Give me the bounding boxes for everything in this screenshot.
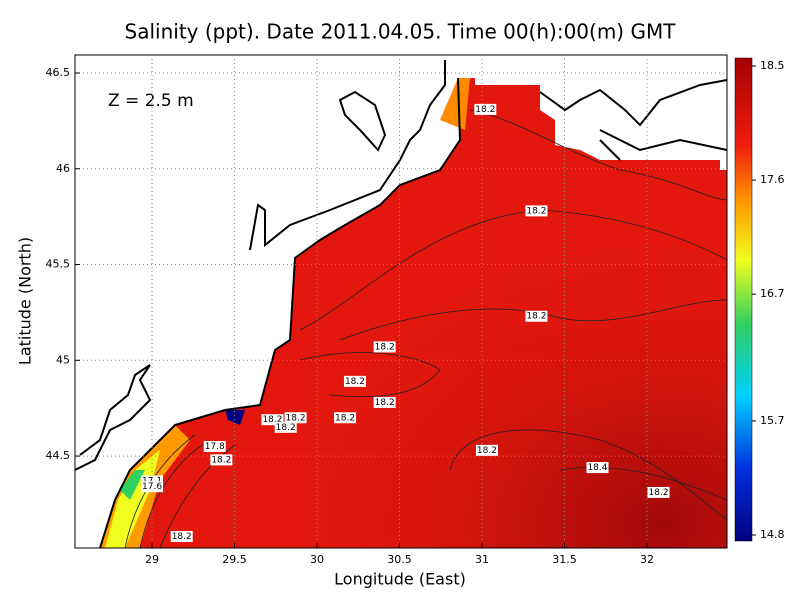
contour-label: 18.2 <box>284 412 307 424</box>
x-tick-label: 31.5 <box>552 553 577 566</box>
contour-label-text: 18.2 <box>335 413 355 423</box>
contour-label: 18.2 <box>525 205 548 217</box>
contour-label-box <box>525 205 548 217</box>
contour-label-text: 17.8 <box>205 442 225 452</box>
x-tick-label: 29.5 <box>222 553 247 566</box>
contour-label-box <box>284 412 307 424</box>
contour-label: 18.2 <box>373 341 396 353</box>
contour-label-box <box>203 440 226 452</box>
contour-label-text: 18.2 <box>211 455 231 465</box>
contour-label-box <box>343 375 366 387</box>
contour-label-box <box>141 481 164 493</box>
x-tick-label: 32 <box>640 553 654 566</box>
contour-label-box <box>210 454 233 466</box>
depth-label: Z = 2.5 m <box>108 91 194 111</box>
contour-label: 18.2 <box>474 103 497 115</box>
contour-label-text: 18.2 <box>262 415 282 425</box>
contour-label: 18.2 <box>475 444 498 456</box>
map-field <box>75 55 727 548</box>
y-tick-label: 46.5 <box>46 66 71 79</box>
contour-label-text: 18.2 <box>375 342 395 352</box>
contour-label: 18.2 <box>525 310 548 322</box>
contour-label: 18.2 <box>274 421 297 433</box>
contour-label-text: 18.2 <box>172 532 192 542</box>
colorbar-tick-label: 16.7 <box>760 287 785 300</box>
high-salinity-zone <box>75 55 727 548</box>
contour-label-text: 18.2 <box>345 377 365 387</box>
contour-label-text: 18.2 <box>526 206 546 216</box>
contour-label-text: 18.2 <box>526 312 546 322</box>
x-tick-label: 30.5 <box>387 553 412 566</box>
contour-label-text: 17.6 <box>142 482 162 492</box>
y-tick-label: 46 <box>56 162 70 175</box>
colorbar-tick-label: 14.8 <box>760 528 785 541</box>
y-tick-label: 45 <box>56 353 70 366</box>
low-salinity-zone <box>440 78 470 130</box>
contour-label-text: 18.2 <box>649 488 669 498</box>
colorbar-tick-label: 17.6 <box>760 173 785 186</box>
y-axis-label: Latitude (North) <box>16 237 35 365</box>
x-tick-label: 31 <box>475 553 489 566</box>
contour-label-box <box>647 486 670 498</box>
contour-label-box <box>525 310 548 322</box>
contour-label-box <box>334 412 357 424</box>
contour-label-box <box>141 475 164 487</box>
x-tick-label: 29 <box>145 553 159 566</box>
y-tick-label: 44.5 <box>46 449 71 462</box>
contour-label-box <box>586 462 609 474</box>
low-salinity-zone <box>105 450 160 548</box>
contour-label: 18.4 <box>586 462 609 474</box>
contour-label-text: 18.2 <box>477 446 497 456</box>
low-salinity-zone <box>225 410 245 425</box>
chart-title: Salinity (ppt). Date 2011.04.05. Time 00… <box>125 20 677 44</box>
contour-label: 18.2 <box>261 414 284 426</box>
contour-label-box <box>474 103 497 115</box>
contour-label-box <box>475 444 498 456</box>
contour-label-text: 18.2 <box>286 413 306 423</box>
plot-frame <box>74 54 728 549</box>
contour-label: 18.2 <box>334 412 357 424</box>
low-salinity-zone <box>120 470 145 500</box>
x-tick-label: 30 <box>310 553 324 566</box>
colorbar <box>734 57 753 542</box>
contour-label: 17.6 <box>141 481 164 493</box>
colorbar-tick-label: 15.7 <box>760 414 785 427</box>
contour-label-box <box>170 531 193 543</box>
contour-label-text: 18.2 <box>276 423 296 433</box>
contour-label-box <box>373 341 396 353</box>
contour-label-text: 18.2 <box>375 398 395 408</box>
contour-label: 18.2 <box>343 375 366 387</box>
contour-label: 18.2 <box>647 486 670 498</box>
x-axis-label: Longitude (East) <box>334 570 466 589</box>
contour-label: 18.2 <box>373 396 396 408</box>
contour-label: 17.8 <box>203 440 226 452</box>
contour-label: 18.2 <box>170 531 193 543</box>
contour-label-box <box>274 421 297 433</box>
y-tick-label: 45.5 <box>46 258 71 271</box>
contour-label: 18.2 <box>210 454 233 466</box>
contour-label-box <box>373 396 396 408</box>
contour-label-text: 18.2 <box>475 105 495 115</box>
contour-label-box <box>261 414 284 426</box>
colorbar-tick-label: 18.5 <box>760 59 785 72</box>
contour-label-text: 18.4 <box>587 463 607 473</box>
